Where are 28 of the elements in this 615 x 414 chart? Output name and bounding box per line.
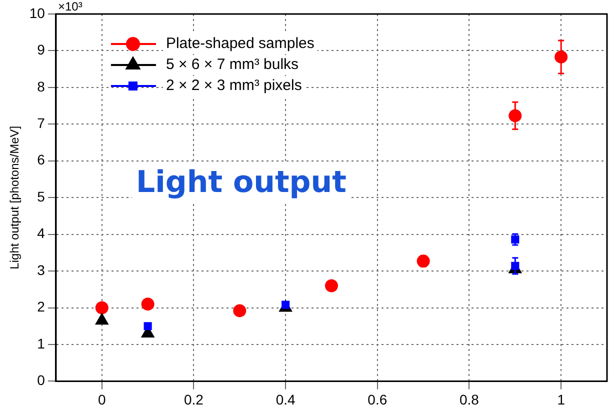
y-tick-label: 0 — [37, 372, 46, 388]
annotation: Light output — [136, 164, 346, 200]
point — [144, 322, 152, 330]
y-tick-label: 8 — [37, 78, 46, 94]
legend-label: 5 × 6 × 7 mm³ bulks — [166, 56, 299, 74]
legend-label: Plate-shaped samples — [166, 35, 314, 52]
y-tick-label: 1 — [37, 335, 46, 352]
point — [141, 298, 154, 311]
point — [95, 301, 108, 314]
y-tick-label: 6 — [37, 152, 46, 168]
text: ×10³ — [58, 0, 82, 14]
y-tick-label: 2 — [37, 298, 46, 315]
point — [233, 304, 246, 318]
y-tick-label: 5 — [37, 188, 46, 204]
x-tick-label: 0 — [98, 391, 106, 408]
x-tick-label: 0.4 — [276, 391, 296, 408]
y-tick-label: 4 — [37, 225, 46, 242]
y-tick-label: 10 — [29, 4, 46, 21]
y-tick-label: 7 — [37, 115, 46, 132]
y-tick-label: 3 — [37, 262, 46, 278]
x-tick-label: 0.8 — [460, 391, 480, 408]
y-axis-title: Light output [photons/MeV] — [8, 126, 22, 270]
x-tick-label: 0.6 — [368, 391, 388, 408]
legend-label: 2 × 2 × 3 mm³ pixels — [166, 77, 302, 94]
point — [324, 279, 338, 292]
x-tick-label: 1 — [557, 391, 566, 408]
y-tick-label: 9 — [37, 42, 46, 58]
x-tick-label: 0.2 — [184, 391, 204, 408]
